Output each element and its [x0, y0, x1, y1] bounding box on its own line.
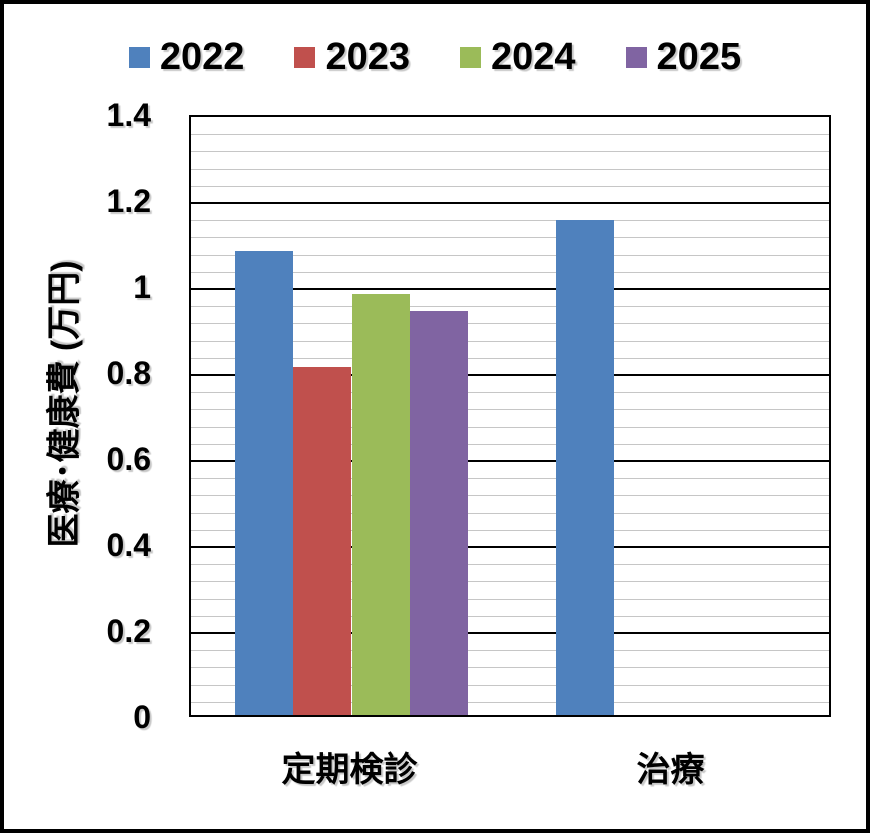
legend-label-2023: 2023	[325, 36, 410, 78]
legend-swatch-icon-2025	[625, 46, 647, 68]
gridline-minor-0.92	[191, 323, 829, 325]
gridline-minor-0.56	[191, 478, 829, 480]
gridline-minor-0.52	[191, 495, 829, 497]
gridline-minor-0.04	[191, 701, 829, 703]
gridline-major-1.20	[191, 202, 829, 204]
gridline-minor-1.16	[191, 220, 829, 222]
bar-2022-cat1[interactable]	[556, 220, 614, 715]
y-tick-label-0.6: 0.6	[106, 441, 151, 477]
legend-item-2023[interactable]: 2023	[294, 38, 410, 76]
legend-item-2025[interactable]: 2025	[625, 36, 742, 78]
bar-2024-cat0[interactable]	[352, 294, 410, 715]
y-tick-label-1.4: 1.4	[106, 97, 151, 133]
y-tick-label-1: 1	[133, 269, 151, 305]
y-tick-label-0.8: 0.8	[106, 355, 151, 391]
y-tick-label-0.4: 0.4	[106, 527, 151, 563]
gridline-minor-1.36	[191, 134, 829, 136]
legend-item-2022[interactable]: 2022	[128, 36, 245, 78]
gridline-minor-0.48	[191, 512, 829, 514]
bar-2025-cat0[interactable]	[410, 311, 468, 715]
gridline-minor-0.72	[191, 409, 829, 411]
legend-item-2024[interactable]: 2024	[460, 38, 576, 76]
gridline-major-0.40	[191, 546, 829, 548]
bar-2023-cat0[interactable]	[293, 367, 351, 715]
legend-swatch-icon-2022	[128, 46, 150, 68]
gridline-minor-0.16	[191, 650, 829, 652]
gridline-minor-1.08	[191, 254, 829, 256]
legend: 2022 2023 2024 2025	[4, 38, 866, 76]
gridline-minor-1.32	[191, 151, 829, 153]
legend-swatch-icon-2023	[294, 46, 316, 68]
x-category-label-1: 治療	[636, 751, 705, 789]
y-tick-label-0: 0	[133, 699, 151, 735]
bar-2022-cat0[interactable]	[235, 251, 293, 715]
gridline-minor-0.32	[191, 581, 829, 583]
legend-swatch-icon-2024	[460, 46, 481, 68]
legend-label-2025: 2025	[656, 36, 742, 78]
gridline-minor-0.28	[191, 598, 829, 600]
gridline-minor-0.68	[191, 426, 829, 428]
gridline-major-0.60	[191, 460, 829, 462]
gridline-minor-0.08	[191, 684, 829, 686]
gridline-minor-0.12	[191, 667, 829, 669]
gridline-minor-1.24	[191, 185, 829, 187]
gridline-minor-0.96	[191, 306, 829, 308]
gridline-minor-1.12	[191, 237, 829, 239]
gridline-minor-1.04	[191, 271, 829, 273]
gridline-minor-0.76	[191, 392, 829, 394]
gridline-minor-1.28	[191, 168, 829, 170]
gridline-minor-0.44	[191, 529, 829, 531]
gridline-major-1.00	[191, 288, 829, 290]
gridline-minor-0.64	[191, 443, 829, 445]
legend-label-2022: 2022	[159, 36, 245, 78]
gridline-minor-0.24	[191, 615, 829, 617]
y-tick-label-0.2: 0.2	[106, 613, 151, 649]
y-tick-label-1.2: 1.2	[106, 183, 151, 219]
gridline-major-0.20	[191, 632, 829, 634]
gridline-minor-0.88	[191, 340, 829, 342]
gridline-minor-0.36	[191, 564, 829, 566]
x-category-label-0: 定期検診	[281, 751, 418, 789]
gridline-minor-0.84	[191, 357, 829, 359]
plot-area	[189, 115, 831, 717]
legend-label-2024: 2024	[491, 36, 576, 78]
gridline-major-0.80	[191, 374, 829, 376]
